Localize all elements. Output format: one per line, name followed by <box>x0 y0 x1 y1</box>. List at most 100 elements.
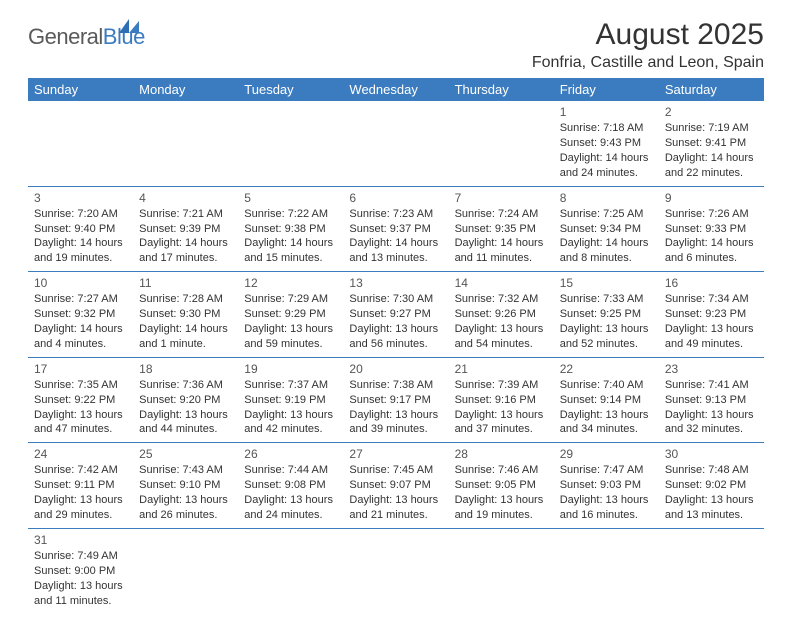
calendar-day-cell: 30Sunrise: 7:48 AMSunset: 9:02 PMDayligh… <box>659 443 764 529</box>
day-number: 6 <box>349 190 442 206</box>
day-sunset: Sunset: 9:19 PM <box>244 393 337 408</box>
calendar-day-cell: 18Sunrise: 7:36 AMSunset: 9:20 PMDayligh… <box>133 357 238 443</box>
weekday-header: Thursday <box>449 78 554 101</box>
day-number: 3 <box>34 190 127 206</box>
day-daylight: Daylight: 13 hours and 54 minutes. <box>455 322 548 352</box>
day-sunrise: Sunrise: 7:45 AM <box>349 463 442 478</box>
calendar-header-row: SundayMondayTuesdayWednesdayThursdayFrid… <box>28 78 764 101</box>
day-sunset: Sunset: 9:41 PM <box>665 136 758 151</box>
day-number: 15 <box>560 275 653 291</box>
location-subtitle: Fonfria, Castille and Leon, Spain <box>532 54 764 72</box>
day-daylight: Daylight: 13 hours and 42 minutes. <box>244 408 337 438</box>
day-daylight: Daylight: 13 hours and 37 minutes. <box>455 408 548 438</box>
calendar-empty-cell <box>133 528 238 613</box>
day-daylight: Daylight: 13 hours and 59 minutes. <box>244 322 337 352</box>
calendar-day-cell: 21Sunrise: 7:39 AMSunset: 9:16 PMDayligh… <box>449 357 554 443</box>
day-sunrise: Sunrise: 7:34 AM <box>665 292 758 307</box>
day-sunrise: Sunrise: 7:18 AM <box>560 121 653 136</box>
day-sunset: Sunset: 9:03 PM <box>560 478 653 493</box>
day-sunset: Sunset: 9:00 PM <box>34 564 127 579</box>
day-sunrise: Sunrise: 7:48 AM <box>665 463 758 478</box>
weekday-header: Wednesday <box>343 78 448 101</box>
day-sunrise: Sunrise: 7:28 AM <box>139 292 232 307</box>
weekday-header: Monday <box>133 78 238 101</box>
day-sunset: Sunset: 9:38 PM <box>244 222 337 237</box>
calendar-day-cell: 13Sunrise: 7:30 AMSunset: 9:27 PMDayligh… <box>343 272 448 358</box>
day-sunset: Sunset: 9:26 PM <box>455 307 548 322</box>
day-daylight: Daylight: 14 hours and 1 minute. <box>139 322 232 352</box>
calendar-day-cell: 19Sunrise: 7:37 AMSunset: 9:19 PMDayligh… <box>238 357 343 443</box>
day-sunrise: Sunrise: 7:30 AM <box>349 292 442 307</box>
calendar-day-cell: 22Sunrise: 7:40 AMSunset: 9:14 PMDayligh… <box>554 357 659 443</box>
calendar-day-cell: 16Sunrise: 7:34 AMSunset: 9:23 PMDayligh… <box>659 272 764 358</box>
day-sunset: Sunset: 9:29 PM <box>244 307 337 322</box>
day-daylight: Daylight: 14 hours and 6 minutes. <box>665 236 758 266</box>
day-sunset: Sunset: 9:11 PM <box>34 478 127 493</box>
calendar-day-cell: 29Sunrise: 7:47 AMSunset: 9:03 PMDayligh… <box>554 443 659 529</box>
day-sunrise: Sunrise: 7:47 AM <box>560 463 653 478</box>
weekday-header: Saturday <box>659 78 764 101</box>
day-number: 22 <box>560 361 653 377</box>
day-sunset: Sunset: 9:23 PM <box>665 307 758 322</box>
day-sunrise: Sunrise: 7:24 AM <box>455 207 548 222</box>
calendar-day-cell: 14Sunrise: 7:32 AMSunset: 9:26 PMDayligh… <box>449 272 554 358</box>
day-sunset: Sunset: 9:10 PM <box>139 478 232 493</box>
day-number: 18 <box>139 361 232 377</box>
day-number: 5 <box>244 190 337 206</box>
calendar-week-row: 24Sunrise: 7:42 AMSunset: 9:11 PMDayligh… <box>28 443 764 529</box>
day-number: 7 <box>455 190 548 206</box>
day-sunset: Sunset: 9:20 PM <box>139 393 232 408</box>
day-sunset: Sunset: 9:27 PM <box>349 307 442 322</box>
day-daylight: Daylight: 13 hours and 47 minutes. <box>34 408 127 438</box>
day-sunset: Sunset: 9:02 PM <box>665 478 758 493</box>
day-number: 11 <box>139 275 232 291</box>
day-daylight: Daylight: 13 hours and 19 minutes. <box>455 493 548 523</box>
day-sunrise: Sunrise: 7:44 AM <box>244 463 337 478</box>
calendar-body: 1Sunrise: 7:18 AMSunset: 9:43 PMDaylight… <box>28 101 764 613</box>
calendar-day-cell: 8Sunrise: 7:25 AMSunset: 9:34 PMDaylight… <box>554 186 659 272</box>
day-sunrise: Sunrise: 7:36 AM <box>139 378 232 393</box>
day-sunrise: Sunrise: 7:23 AM <box>349 207 442 222</box>
calendar-week-row: 31Sunrise: 7:49 AMSunset: 9:00 PMDayligh… <box>28 528 764 613</box>
day-sunrise: Sunrise: 7:43 AM <box>139 463 232 478</box>
day-number: 1 <box>560 104 653 120</box>
day-daylight: Daylight: 13 hours and 13 minutes. <box>665 493 758 523</box>
weekday-header: Friday <box>554 78 659 101</box>
day-number: 2 <box>665 104 758 120</box>
day-daylight: Daylight: 14 hours and 13 minutes. <box>349 236 442 266</box>
day-number: 28 <box>455 446 548 462</box>
day-daylight: Daylight: 13 hours and 49 minutes. <box>665 322 758 352</box>
day-sunset: Sunset: 9:08 PM <box>244 478 337 493</box>
day-number: 12 <box>244 275 337 291</box>
day-sunrise: Sunrise: 7:21 AM <box>139 207 232 222</box>
day-sunrise: Sunrise: 7:20 AM <box>34 207 127 222</box>
calendar-page: GeneralBlue August 2025 Fonfria, Castill… <box>0 0 792 631</box>
calendar-day-cell: 28Sunrise: 7:46 AMSunset: 9:05 PMDayligh… <box>449 443 554 529</box>
day-daylight: Daylight: 13 hours and 29 minutes. <box>34 493 127 523</box>
calendar-day-cell: 23Sunrise: 7:41 AMSunset: 9:13 PMDayligh… <box>659 357 764 443</box>
calendar-day-cell: 6Sunrise: 7:23 AMSunset: 9:37 PMDaylight… <box>343 186 448 272</box>
day-sunrise: Sunrise: 7:19 AM <box>665 121 758 136</box>
title-block: August 2025 Fonfria, Castille and Leon, … <box>532 18 764 72</box>
calendar-empty-cell <box>343 101 448 186</box>
calendar-day-cell: 5Sunrise: 7:22 AMSunset: 9:38 PMDaylight… <box>238 186 343 272</box>
day-sunset: Sunset: 9:32 PM <box>34 307 127 322</box>
day-number: 27 <box>349 446 442 462</box>
day-daylight: Daylight: 14 hours and 19 minutes. <box>34 236 127 266</box>
day-number: 10 <box>34 275 127 291</box>
day-sunrise: Sunrise: 7:33 AM <box>560 292 653 307</box>
day-daylight: Daylight: 14 hours and 15 minutes. <box>244 236 337 266</box>
logo: GeneralBlue <box>28 24 145 50</box>
day-sunset: Sunset: 9:39 PM <box>139 222 232 237</box>
day-sunset: Sunset: 9:16 PM <box>455 393 548 408</box>
calendar-day-cell: 10Sunrise: 7:27 AMSunset: 9:32 PMDayligh… <box>28 272 133 358</box>
month-title: August 2025 <box>532 18 764 52</box>
day-number: 20 <box>349 361 442 377</box>
calendar-empty-cell <box>343 528 448 613</box>
day-sunset: Sunset: 9:17 PM <box>349 393 442 408</box>
calendar-day-cell: 9Sunrise: 7:26 AMSunset: 9:33 PMDaylight… <box>659 186 764 272</box>
day-sunset: Sunset: 9:30 PM <box>139 307 232 322</box>
day-number: 29 <box>560 446 653 462</box>
calendar-day-cell: 27Sunrise: 7:45 AMSunset: 9:07 PMDayligh… <box>343 443 448 529</box>
calendar-empty-cell <box>449 101 554 186</box>
